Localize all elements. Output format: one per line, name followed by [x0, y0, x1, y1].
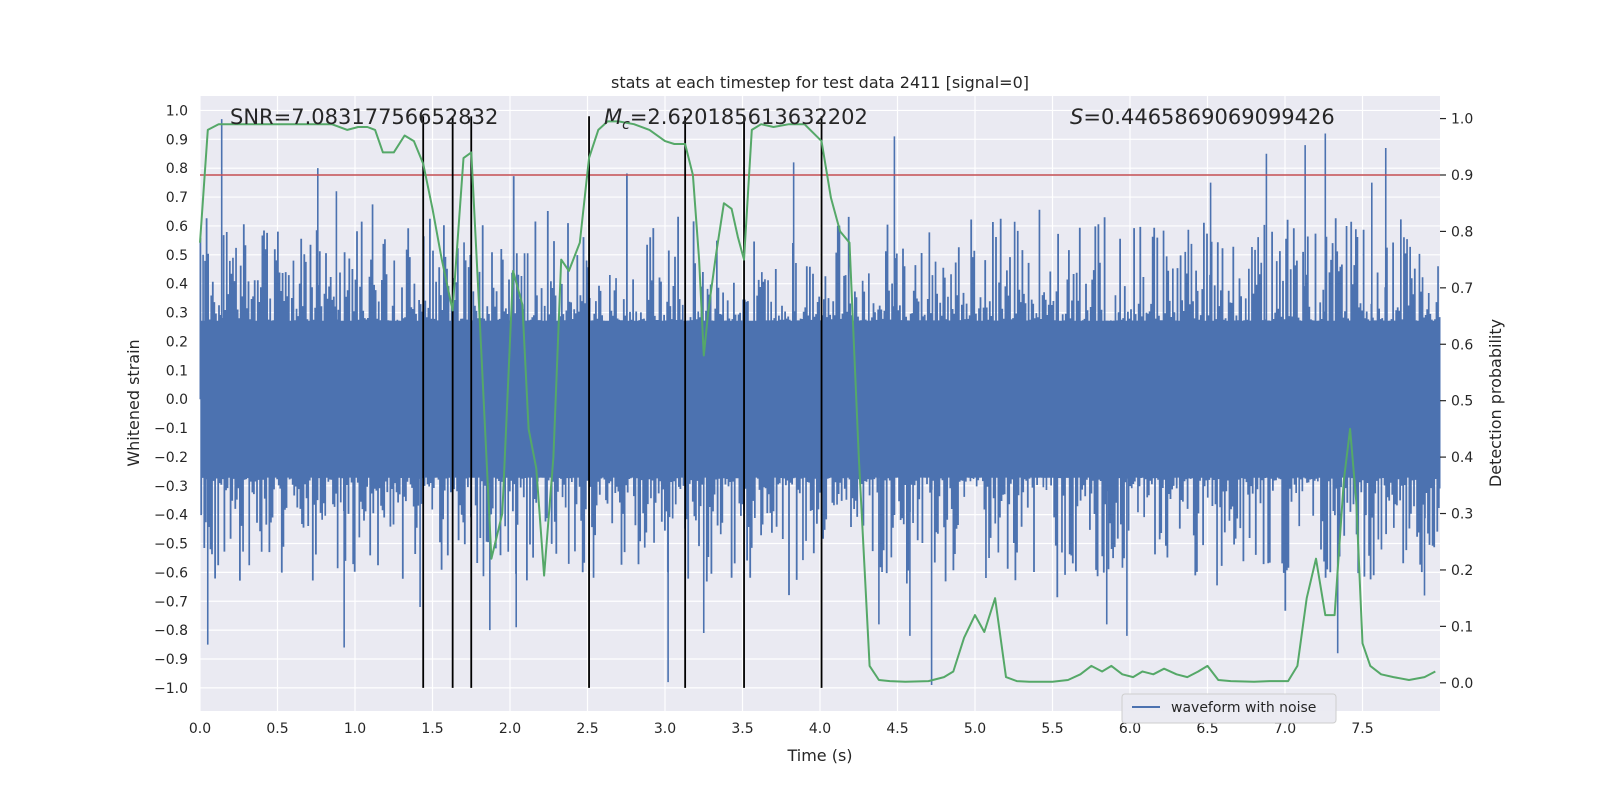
- x-tick-label-8: 4.0: [809, 721, 831, 737]
- y-left-tick-label-9: 0.1: [166, 363, 188, 379]
- waveform-series: [199, 119, 1441, 686]
- y-left-tick-label-15: −0.5: [154, 537, 188, 553]
- chirp-mass-subscript: c: [622, 117, 630, 133]
- y-right-tick-label-3: 0.7: [1451, 281, 1473, 297]
- legend-box: [1121, 693, 1337, 724]
- y-left-tick-label-5: 0.5: [166, 248, 188, 264]
- legend: waveform with noise: [1121, 693, 1337, 724]
- x-tick-label-0: 0.0: [189, 721, 211, 737]
- y-left-tick-label-12: −0.2: [154, 450, 188, 466]
- y-left-tick-label-6: 0.4: [166, 277, 188, 293]
- x-tick-label-9: 4.5: [886, 721, 908, 737]
- y-right-tick-label-4: 0.6: [1451, 337, 1473, 353]
- y-right-tick-label-10: 0.0: [1451, 676, 1473, 692]
- s-annotation: S=0.4465869069099426: [1070, 105, 1335, 129]
- x-tick-label-5: 2.5: [576, 721, 598, 737]
- x-tick-label-11: 5.5: [1041, 721, 1063, 737]
- x-axis-label: Time (s): [786, 746, 852, 765]
- y-right-tick-label-2: 0.8: [1451, 224, 1473, 240]
- x-tick-label-15: 7.5: [1351, 721, 1373, 737]
- y-left-tick-label-19: −0.9: [154, 652, 188, 668]
- y-left-tick-label-4: 0.6: [166, 219, 188, 235]
- x-tick-label-13: 6.5: [1196, 721, 1218, 737]
- x-tick-label-7: 3.5: [731, 721, 753, 737]
- x-tick-label-10: 5.0: [964, 721, 986, 737]
- y-right-axis-ticks: 1.0 0.9 0.8 0.7 0.6 0.5 0.4 0.3 0.2 0.1 0.0: [1440, 112, 1473, 692]
- x-tick-label-2: 1.0: [344, 721, 366, 737]
- legend-label: waveform with noise: [1171, 700, 1316, 716]
- chart-title: stats at each timestep for test data 241…: [611, 73, 1029, 92]
- probability-series: [199, 120, 1436, 683]
- probability-line: [199, 120, 1436, 683]
- y-left-tick-label-0: 1.0: [166, 103, 188, 119]
- y-left-tick-label-11: −0.1: [154, 421, 188, 437]
- vertical-markers: [422, 116, 823, 688]
- y-left-tick-label-1: 0.9: [166, 132, 188, 148]
- y-left-tick-label-16: −0.6: [154, 565, 188, 581]
- x-tick-label-3: 1.5: [421, 721, 443, 737]
- y-right-tick-label-5: 0.5: [1451, 394, 1473, 410]
- y-left-tick-label-2: 0.8: [166, 161, 188, 177]
- x-axis-ticks: 0.0 0.5 1.0 1.5 2.0 2.5 3.0 3.5 4.0 4.5 5.0 5.5 6.0 6…: [189, 721, 1374, 737]
- y-left-axis-ticks: 1.0 0.9 0.8 0.7 0.6 0.5 0.4 0.3 0.2 0.1 0.0 −0.1 −0.…: [154, 103, 188, 696]
- y-left-tick-label-13: −0.3: [154, 479, 188, 495]
- y-left-tick-label-3: 0.7: [166, 190, 188, 206]
- chirp-mass-value: =2.620185613632202: [630, 105, 868, 129]
- x-tick-label-14: 7.0: [1274, 721, 1296, 737]
- x-tick-label-12: 6.0: [1119, 721, 1141, 737]
- y-left-tick-label-8: 0.2: [166, 334, 188, 350]
- y-right-tick-label-6: 0.4: [1451, 450, 1473, 466]
- waveform-line: [199, 173, 1441, 611]
- y-left-tick-label-20: −1.0: [154, 681, 188, 697]
- x-tick-label-1: 0.5: [266, 721, 288, 737]
- y-right-tick-label-7: 0.3: [1451, 507, 1473, 523]
- y-right-tick-label-8: 0.2: [1451, 563, 1473, 579]
- y-right-tick-label-0: 1.0: [1451, 112, 1473, 128]
- chirp-mass-symbol: M: [604, 105, 622, 129]
- y-right-axis-label: Detection probability: [1486, 319, 1505, 487]
- x-tick-label-4: 2.0: [499, 721, 521, 737]
- y-left-tick-label-14: −0.4: [154, 508, 188, 524]
- chirp-mass-annotation: Mc=2.620185613632202: [604, 105, 868, 133]
- y-right-tick-label-1: 0.9: [1451, 168, 1473, 184]
- snr-annotation: SNR=7.08317756652832: [230, 105, 498, 129]
- y-left-tick-label-17: −0.7: [154, 594, 188, 610]
- y-left-tick-label-7: 0.3: [166, 306, 188, 322]
- y-left-tick-label-10: 0.0: [166, 392, 188, 408]
- s-symbol: S: [1070, 105, 1083, 129]
- y-left-axis-label: Whitened strain: [124, 339, 143, 466]
- s-value: =0.4465869069099426: [1083, 105, 1334, 129]
- x-tick-label-6: 3.0: [654, 721, 676, 737]
- y-left-tick-label-18: −0.8: [154, 623, 188, 639]
- y-right-tick-label-9: 0.1: [1451, 619, 1473, 635]
